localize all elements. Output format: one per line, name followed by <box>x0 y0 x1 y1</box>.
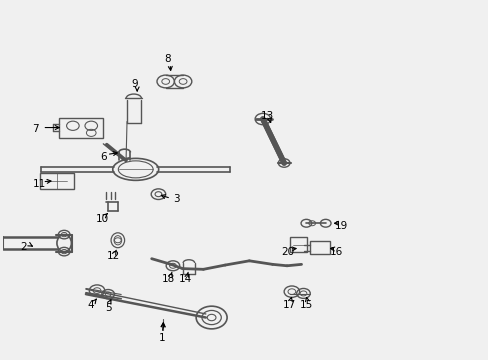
Text: 10: 10 <box>95 214 108 224</box>
Text: 7: 7 <box>32 123 39 134</box>
Text: 16: 16 <box>329 247 342 257</box>
Text: 1: 1 <box>159 333 165 343</box>
Text: 2: 2 <box>20 242 26 252</box>
Text: 11: 11 <box>32 179 45 189</box>
Text: 14: 14 <box>179 274 192 284</box>
Text: 4: 4 <box>88 300 94 310</box>
Text: 6: 6 <box>100 152 106 162</box>
Text: 3: 3 <box>173 194 180 204</box>
Text: 15: 15 <box>299 300 312 310</box>
Text: 12: 12 <box>106 251 120 261</box>
Text: 18: 18 <box>161 274 174 284</box>
Text: 19: 19 <box>334 221 347 231</box>
Text: 9: 9 <box>131 79 137 89</box>
Text: 5: 5 <box>104 303 111 312</box>
Text: 13: 13 <box>261 111 274 121</box>
Text: 17: 17 <box>282 300 295 310</box>
Text: 20: 20 <box>281 247 294 257</box>
Text: 8: 8 <box>163 54 170 64</box>
